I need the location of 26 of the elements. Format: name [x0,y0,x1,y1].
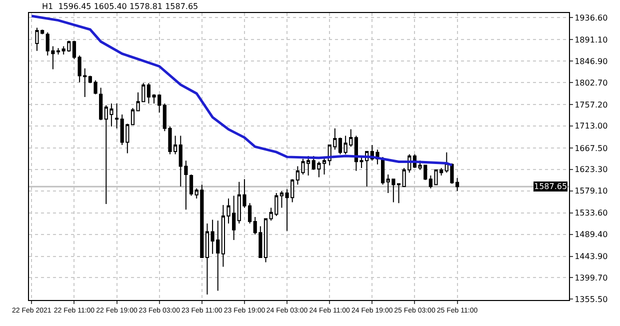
y-tick-label: 1489.40 [574,230,608,240]
candlestick [99,87,103,121]
candlestick [338,137,342,155]
ref-line-label: 1587.65 [534,182,568,191]
y-tick-label: 1443.90 [574,252,608,262]
candlestick [380,156,385,186]
y-tick-label: 1802.70 [574,78,608,88]
y-tick-label: 1399.70 [574,274,608,283]
y-tick-label: 1936.60 [574,13,608,22]
candlestick [114,102,119,129]
y-tick-label: 1757.20 [574,100,608,110]
y-tick-label: 1846.90 [574,56,608,66]
y-tick-label: 1891.10 [574,35,608,44]
candlestick [56,48,60,56]
candlestick [396,183,401,204]
candlestick [130,108,135,126]
y-tick-label: 1355.50 [574,294,608,304]
candlestick [264,218,268,263]
candlestick [189,174,194,196]
y-tick-label: 1579.10 [574,186,608,196]
y-tick-label: 1623.30 [574,165,608,174]
y-tick-label: 1667.50 [574,144,608,153]
line-series [30,14,454,166]
chart-title: H1 1596.45 1605.40 1578.81 1587.65 [42,2,198,11]
y-tick-label: 1713.00 [574,122,608,131]
y-tick-label: 1533.60 [574,208,608,218]
